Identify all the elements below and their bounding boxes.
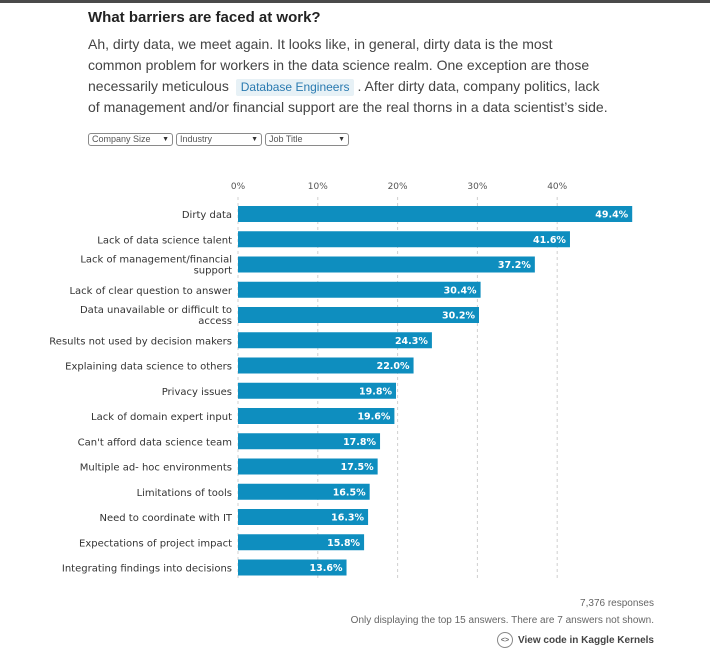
bar[interactable] <box>238 307 479 323</box>
x-tick-label: 10% <box>308 182 328 192</box>
category-label: Data unavailable or difficult to access <box>80 305 232 327</box>
bar-value-label: 19.8% <box>359 386 392 397</box>
bar[interactable] <box>238 382 397 399</box>
category-label: Limitations of tools <box>137 488 232 499</box>
bar-value-label: 24.3% <box>395 336 428 347</box>
category-label: Explaining data science to others <box>65 362 232 373</box>
intro-text-2: . After dirty data, company politics, la… <box>88 78 608 115</box>
code-icon: <> <box>497 632 514 648</box>
bar-value-label: 41.6% <box>533 235 566 246</box>
bar-value-label: 37.2% <box>498 260 531 271</box>
bar[interactable] <box>238 357 414 374</box>
section-title: What barriers are faced at work? <box>88 9 321 26</box>
category-label: Results not used by decision makers <box>49 336 232 347</box>
view-code-label: View code in Kaggle Kernels <box>518 634 654 646</box>
category-label: Privacy issues <box>162 387 232 398</box>
category-label: Expectations of project impact <box>79 538 232 549</box>
bar[interactable] <box>238 559 347 576</box>
category-label: Integrating findings into decisions <box>62 564 232 575</box>
bar[interactable] <box>238 256 535 273</box>
chevron-down-icon: ▼ <box>338 136 345 143</box>
x-tick-label: 0% <box>231 182 246 192</box>
x-tick-label: 20% <box>388 182 408 192</box>
bar-value-label: 19.6% <box>357 412 390 423</box>
bar-value-label: 30.2% <box>442 311 475 322</box>
bar[interactable] <box>238 483 370 500</box>
bar[interactable] <box>238 231 570 248</box>
x-tick-label: 30% <box>467 182 487 192</box>
bar-value-label: 22.0% <box>377 361 410 372</box>
bar[interactable] <box>238 509 369 525</box>
company-size-select[interactable]: Company Size ▼ <box>88 133 173 146</box>
intro-text-1: Ah, dirty data, we meet again. It looks … <box>88 36 590 94</box>
intro-paragraph: Ah, dirty data, we meet again. It looks … <box>88 34 608 118</box>
category-label: Lack of domain expert input <box>91 412 232 423</box>
bar-value-label: 17.5% <box>341 462 374 473</box>
category-label: Lack of clear question to answer <box>69 286 232 297</box>
category-label: Lack of data science talent <box>97 235 232 246</box>
x-tick-label: 40% <box>547 182 567 192</box>
chevron-down-icon: ▼ <box>162 136 169 143</box>
industry-label: Industry <box>180 134 213 144</box>
bar-value-label: 16.3% <box>331 513 364 524</box>
response-count: 7,376 responses <box>580 598 654 609</box>
bar-value-label: 30.4% <box>444 285 477 296</box>
job-title-label: Job Title <box>269 134 303 144</box>
answers-note: Only displaying the top 15 answers. Ther… <box>350 615 654 626</box>
bar[interactable] <box>238 281 481 298</box>
category-label: Dirty data <box>182 210 232 221</box>
bar[interactable] <box>238 408 395 424</box>
barriers-bar-chart: 0% 10% 20% 30% 40% 49.4% Dirty data 41.6% Lack … <box>49 182 633 580</box>
top-border <box>0 0 710 3</box>
category-label: Can't afford data science team <box>78 437 232 448</box>
bar[interactable] <box>238 433 381 450</box>
bar[interactable] <box>238 534 365 551</box>
bar[interactable] <box>238 458 378 475</box>
database-engineers-tag[interactable]: Database Engineers <box>235 79 355 96</box>
category-label: Need to coordinate with IT <box>100 513 233 524</box>
bar-value-label: 49.4% <box>595 210 628 221</box>
bar[interactable] <box>238 332 432 349</box>
filter-bar: Company Size ▼ Industry ▼ Job Title ▼ <box>88 133 349 146</box>
company-size-label: Company Size <box>92 134 151 144</box>
category-label: Multiple ad- hoc environments <box>80 463 232 474</box>
bar-value-label: 15.8% <box>327 538 360 549</box>
bar-value-label: 16.5% <box>333 487 366 498</box>
category-label: Lack of management/financial support <box>80 255 232 277</box>
bar-value-label: 17.8% <box>343 437 376 448</box>
job-title-select[interactable]: Job Title ▼ <box>265 133 349 146</box>
chevron-down-icon: ▼ <box>251 136 258 143</box>
bar[interactable] <box>238 206 633 222</box>
bar-value-label: 13.6% <box>310 563 343 574</box>
industry-select[interactable]: Industry ▼ <box>176 133 262 146</box>
view-code-link[interactable]: <> View code in Kaggle Kernels <box>497 632 654 648</box>
